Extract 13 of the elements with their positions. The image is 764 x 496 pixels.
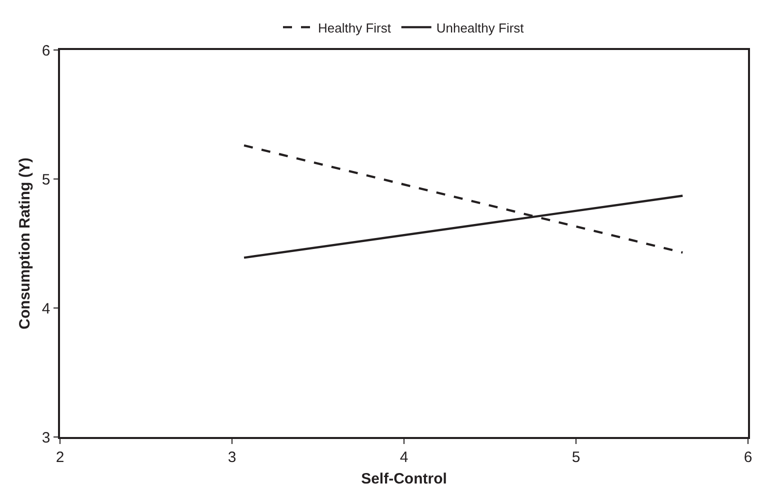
x-tick-label: 5 xyxy=(572,448,580,466)
legend-label: Healthy First xyxy=(318,20,392,36)
y-axis-title: Consumption Rating (Y) xyxy=(16,158,34,330)
y-tick-label: 3 xyxy=(42,429,50,446)
x-tick-label: 2 xyxy=(56,448,64,466)
x-tick-label: 6 xyxy=(744,448,752,466)
y-tick-label: 5 xyxy=(42,171,50,188)
legend-label: Unhealthy First xyxy=(436,20,524,36)
x-axis-title: Self-Control xyxy=(361,470,447,488)
y-tick-label: 6 xyxy=(42,42,50,60)
x-tick-label: 3 xyxy=(228,448,236,466)
x-tick-label: 4 xyxy=(400,448,408,466)
y-tick-label: 4 xyxy=(42,300,50,318)
